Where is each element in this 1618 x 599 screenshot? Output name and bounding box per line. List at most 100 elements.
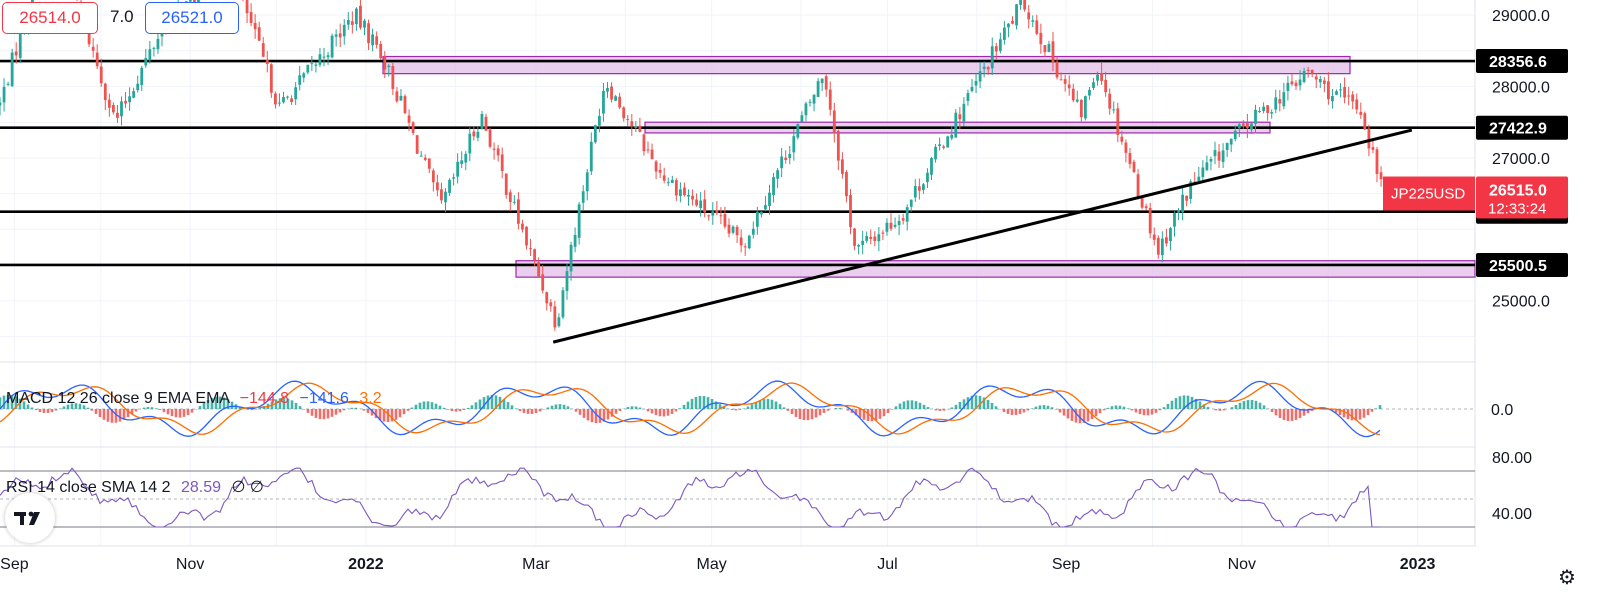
- macd-histogram-bar: [682, 404, 686, 409]
- macd-histogram-bar: [1338, 409, 1342, 416]
- candle-body: [1047, 44, 1051, 52]
- time-tick-label: Jul: [877, 556, 897, 573]
- candle-body: [1246, 123, 1249, 129]
- tradingview-logo[interactable]: [5, 493, 55, 543]
- candle-body: [683, 187, 686, 196]
- candle-body: [140, 67, 144, 85]
- candle-body: [253, 22, 257, 30]
- candle-body: [695, 199, 698, 206]
- macd-histogram-bar: [994, 406, 998, 409]
- macd-histogram-bar: [202, 402, 206, 409]
- candle-body: [1100, 72, 1103, 81]
- price-zone[interactable]: [515, 260, 1476, 278]
- trendline-line[interactable]: [552, 128, 1413, 344]
- settings-gear-icon[interactable]: ⚙: [1558, 567, 1576, 589]
- candle-body: [464, 153, 468, 163]
- macd-histogram-bar: [454, 409, 458, 412]
- candle-body: [431, 170, 435, 183]
- macd-histogram-bar: [50, 409, 54, 413]
- macd-histogram-bar: [354, 407, 358, 409]
- candle-body: [569, 244, 573, 272]
- time-tick-label: Mar: [522, 556, 550, 573]
- candle-body: [387, 65, 391, 68]
- candle-body: [1278, 99, 1282, 104]
- candle-body: [395, 91, 399, 102]
- macd-histogram-bar: [214, 396, 218, 409]
- last-price-label: 26515.0: [1489, 183, 1547, 200]
- macd-histogram-bar: [1366, 409, 1370, 416]
- candle-body: [1177, 209, 1180, 213]
- candle-body: [2, 86, 6, 103]
- candle-body: [954, 112, 958, 138]
- macd-histogram-bar: [970, 395, 974, 409]
- candle-body: [1266, 105, 1270, 113]
- macd-histogram-bar: [442, 407, 446, 409]
- symbol-name-tag[interactable]: [1383, 176, 1475, 211]
- macd-histogram-bar: [434, 403, 438, 409]
- macd-histogram-bar: [1166, 403, 1170, 409]
- time-tick-label: Sep: [1052, 556, 1081, 573]
- macd-histogram-bar: [182, 409, 186, 417]
- candle-body: [1213, 150, 1217, 157]
- macd-histogram-bar: [650, 409, 654, 414]
- candle-body: [816, 81, 820, 97]
- macd-histogram-bar: [386, 409, 390, 423]
- macd-histogram-bar: [1218, 409, 1222, 411]
- macd-histogram-bar: [246, 409, 250, 410]
- candle-body: [634, 126, 638, 129]
- macd-histogram-bar: [1362, 409, 1366, 418]
- candle-body: [1185, 195, 1189, 201]
- macd-histogram-bar: [1286, 409, 1290, 421]
- macd-histogram-bar: [62, 406, 66, 409]
- candle-body: [1331, 96, 1334, 102]
- macd-histogram-bar: [406, 409, 410, 411]
- macd-histogram-bar: [2, 395, 6, 409]
- candle-body: [808, 101, 812, 103]
- macd-histogram-bar: [198, 406, 202, 409]
- macd-histogram-bar: [1002, 409, 1006, 413]
- candle-body: [917, 186, 921, 191]
- macd-histogram-bar: [34, 409, 38, 411]
- candle-body: [828, 89, 832, 110]
- candle-body: [1063, 79, 1067, 84]
- price-zone[interactable]: [382, 55, 1351, 75]
- macd-histogram-bar: [1298, 409, 1302, 419]
- candle-body: [302, 73, 306, 78]
- price-scale-bg[interactable]: [1476, 0, 1618, 599]
- candle-body: [1031, 20, 1035, 22]
- candle-body: [889, 222, 893, 229]
- candle-body: [95, 52, 99, 67]
- macd-histogram-bar: [474, 402, 478, 409]
- candle-body: [1088, 89, 1091, 96]
- macd-histogram-bar: [1154, 409, 1158, 413]
- candle-body: [824, 76, 828, 90]
- candle-body: [796, 124, 800, 138]
- candle-body: [1169, 228, 1172, 242]
- resistance-support-zones: [382, 55, 1476, 278]
- candle-body: [521, 223, 524, 230]
- rsi-legend[interactable]: RSI 14 close SMA 14 2 28.59 ∅ ∅: [6, 477, 264, 497]
- bid-price[interactable]: 26514.0: [2, 2, 98, 34]
- macd-histogram-bar: [114, 409, 118, 423]
- macd-histogram-bar: [1138, 409, 1142, 415]
- candle-body: [1262, 106, 1265, 112]
- candle-body: [845, 172, 848, 197]
- macd-histogram-bar: [942, 409, 946, 411]
- last-price-tag: [1476, 176, 1568, 219]
- candle-body: [350, 21, 354, 25]
- time-tick-label: May: [697, 556, 727, 573]
- macd-histogram-bar: [802, 409, 806, 421]
- candle-body: [1290, 81, 1294, 85]
- ask-price[interactable]: 26521.0: [145, 2, 239, 34]
- macd-histogram-bar: [1086, 409, 1090, 422]
- candle-body: [322, 56, 326, 58]
- macd-histogram-bar: [1026, 409, 1030, 411]
- macd-histogram-bar: [674, 409, 678, 412]
- candle-body: [367, 23, 370, 44]
- macd-legend[interactable]: MACD 12 26 close 9 EMA EMA −144.8 −141.6…: [6, 390, 382, 408]
- macd-histogram-bar: [1206, 406, 1210, 409]
- candle-body: [500, 154, 504, 172]
- macd-line: [0, 380, 1381, 438]
